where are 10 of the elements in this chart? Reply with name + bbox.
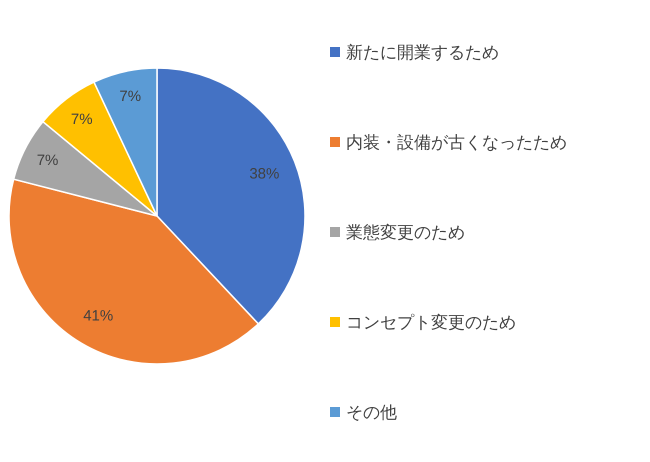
legend-label: その他: [346, 403, 397, 422]
data-label: 41%: [83, 307, 114, 324]
data-label: 7%: [36, 152, 58, 170]
legend-label: 業態変更のため: [346, 223, 465, 242]
data-label: 7%: [70, 110, 93, 128]
legend-label: 内装・設備が古くなったため: [346, 133, 567, 152]
legend-label: コンセプト変更のため: [346, 313, 516, 332]
data-label: 38%: [249, 166, 280, 183]
legend-label: 新たに開業するため: [346, 43, 499, 62]
data-label: 7%: [119, 88, 142, 106]
